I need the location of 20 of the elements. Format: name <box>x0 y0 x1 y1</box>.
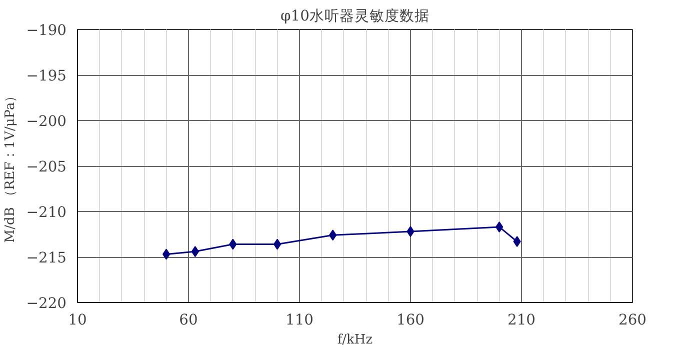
y-tick-label: −190 <box>26 22 67 39</box>
x-tick-label: 10 <box>68 312 87 328</box>
point <box>495 221 504 232</box>
x-tick-label: 210 <box>508 312 536 328</box>
x-tick-label: 160 <box>396 312 424 328</box>
point <box>328 230 337 241</box>
chart-title: φ10水听器灵敏度数据 <box>280 8 430 24</box>
y-axis-title: M/dB （REF：1V/μPa） <box>3 89 18 243</box>
y-tick-label: −200 <box>26 113 67 130</box>
y-tick-label: −215 <box>26 250 67 266</box>
y-tick-label: −195 <box>26 68 67 84</box>
x-tick-label: 110 <box>286 312 314 328</box>
point <box>273 238 282 250</box>
x-tick-label: 260 <box>618 312 646 328</box>
y-tick-label: −205 <box>26 158 67 176</box>
x-axis-title: f/kHz <box>337 332 373 348</box>
point <box>162 248 170 260</box>
y-tick-label: −220 <box>26 295 67 312</box>
x-tick-label: 60 <box>179 312 198 328</box>
y-tick-label: −210 <box>26 204 67 221</box>
